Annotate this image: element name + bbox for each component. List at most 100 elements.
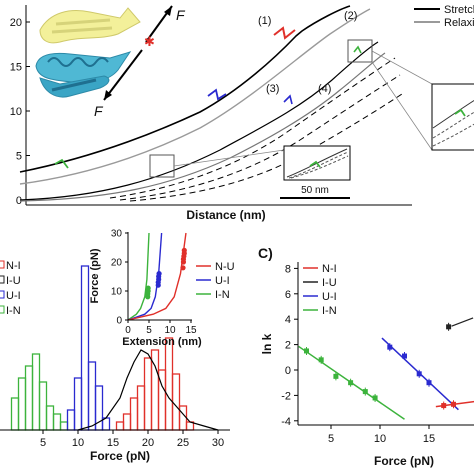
histogram-bar-i-n <box>31 353 41 431</box>
panel-b-x-tick-label: 20 <box>142 437 154 449</box>
histogram-bar-n-i <box>115 421 125 431</box>
data-point-i-n <box>348 380 354 386</box>
zoom-connector <box>371 50 433 85</box>
panel-b-legend-u-i: U-I <box>6 290 21 302</box>
panel-c: C) 5 10 15 8 6 4 2 0 -2 -4 ln k Force (pN) N-I I-… <box>258 245 474 468</box>
trace-label-4: (4) <box>318 83 331 95</box>
zoom-connector <box>371 61 433 151</box>
wlc-fit-1 <box>109 57 396 199</box>
inset-y-tick-label: 30 <box>111 229 123 240</box>
wlc-fit-2 <box>119 74 401 201</box>
panel-a: 0 5 10 15 20 Distance (nm) (1) (2) (3) (4) <box>10 4 474 222</box>
inset-y-tick-label: 10 <box>111 287 123 298</box>
fit-line-i-u <box>451 317 474 327</box>
force-label-bottom: F <box>94 103 104 119</box>
histogram-bar-u-i <box>87 361 97 431</box>
inset-point-n-u <box>180 265 186 271</box>
zoom-box-1 <box>149 154 175 178</box>
inset-legend-n-u: N-U <box>215 261 235 273</box>
inset-y-tick-label: 0 <box>116 316 122 327</box>
histogram-bar-u-i <box>80 265 90 431</box>
histogram-bar-n-i <box>129 397 139 431</box>
inset-x-tick-label: 5 <box>146 325 152 336</box>
panel-a-y-tick-label: 20 <box>10 17 22 29</box>
panel-b-black-curve <box>77 349 219 431</box>
histogram-bar-u-i <box>73 377 83 431</box>
panel-a-y-tick-label: 0 <box>16 195 22 207</box>
inset-legend-i-n: I-N <box>215 289 230 301</box>
inset-y-tick-label: 20 <box>111 258 123 269</box>
data-point-u-i <box>402 353 407 359</box>
panel-c-legend-n-i: N-I <box>322 263 337 275</box>
panel-c-x-label: Force (pN) <box>374 454 434 468</box>
data-point-n-i <box>451 401 456 407</box>
legend-stretching-label: Stretching <box>444 4 474 16</box>
trace-2-relaxing <box>19 8 371 185</box>
panel-a-y-tick-label: 5 <box>16 151 22 163</box>
panel-c-y-tick-label: 8 <box>285 263 291 275</box>
panel-a-y-tick-label: 15 <box>10 62 22 74</box>
trace-label-1: (1) <box>258 15 271 27</box>
panel-b-x-ticks: 5 10 15 20 25 30 <box>40 430 224 449</box>
histogram-bar-i-n <box>45 405 55 431</box>
histogram-bar-i-n <box>17 377 27 431</box>
inset-point-u-i <box>156 271 162 277</box>
protein-structure-illustration: ✱ F F <box>35 5 186 119</box>
inset-legend-u-i: U-I <box>215 275 230 287</box>
data-point-i-n <box>333 373 339 379</box>
panel-c-ticks: 5 10 15 8 6 4 2 0 -2 -4 <box>281 263 435 445</box>
panel-b-legend-i-n: I-N <box>6 305 21 317</box>
panel-c-y-tick-label: 6 <box>285 289 291 301</box>
panel-c-y-tick-label: 2 <box>285 340 291 352</box>
panel-b-x-tick-label: 10 <box>72 437 84 449</box>
data-point-u-i <box>416 371 422 377</box>
force-label-top: F <box>176 7 186 23</box>
inset-point-n-u <box>181 247 187 253</box>
inset-x-tick-label: 0 <box>125 325 131 336</box>
panel-b-x-tick-label: 30 <box>212 437 224 449</box>
legend-relaxing-label: Relaxing <box>444 17 474 29</box>
panel-c-legend-i-n: I-N <box>322 305 337 317</box>
transition-i-n-small <box>353 45 362 54</box>
panel-b-x-tick-label: 15 <box>107 437 119 449</box>
panel-c-y-tick-label: -4 <box>281 416 291 428</box>
histogram-bar-n-i <box>136 385 146 431</box>
histogram-bar-n-i <box>171 373 181 431</box>
inset-point-i-n <box>145 285 151 291</box>
scale-bar-label: 50 nm <box>301 185 329 196</box>
transition-u-i-segment-2 <box>283 94 293 105</box>
inset-curve-i-n <box>127 232 150 321</box>
inset-x-tick-label: 10 <box>164 325 176 336</box>
panel-c-legend-i-u: I-U <box>322 277 337 289</box>
inset-x-label: Extension (nm) <box>122 336 202 348</box>
panel-c-x-tick-label: 5 <box>328 433 334 445</box>
trace-label-3: (3) <box>266 83 279 95</box>
panel-c-y-tick-label: 0 <box>285 365 291 377</box>
inset-curve-n-u <box>127 232 187 321</box>
panel-b-x-tick-label: 25 <box>177 437 189 449</box>
panel-c-y-tick-label: -2 <box>281 390 291 402</box>
panel-b-x-label: Force (pN) <box>90 449 150 463</box>
histogram-bar-i-n <box>24 365 34 431</box>
transition-u-i-segment-1 <box>207 88 227 101</box>
histogram-bar-n-i <box>164 337 174 431</box>
wlc-fit-3 <box>129 91 406 202</box>
panel-c-legend: N-I I-U U-I I-N <box>303 263 337 317</box>
data-point-i-n <box>362 389 368 395</box>
inset-ticks: 0 5 10 15 0 10 20 30 <box>111 229 197 337</box>
data-point-n-i <box>441 403 447 409</box>
inset-plot-area <box>127 232 187 321</box>
histogram-bar-i-n <box>10 397 20 431</box>
trace-3-stretching <box>19 41 379 201</box>
panel-a-y-ticks: 0 5 10 15 20 <box>10 17 30 207</box>
panel-b: 5 10 15 20 25 30 Force (pN) N-I I-U U-I I-N 0… <box>0 229 240 463</box>
histogram-bar-n-i <box>122 413 132 431</box>
panel-c-letter: C) <box>258 245 273 261</box>
inset-y-label: Force (pN) <box>89 248 101 303</box>
panel-c-y-label: ln k <box>260 333 274 354</box>
svg-text:✱: ✱ <box>144 35 155 50</box>
panel-c-legend-u-i: U-I <box>322 291 337 303</box>
data-point-i-n <box>304 348 309 354</box>
